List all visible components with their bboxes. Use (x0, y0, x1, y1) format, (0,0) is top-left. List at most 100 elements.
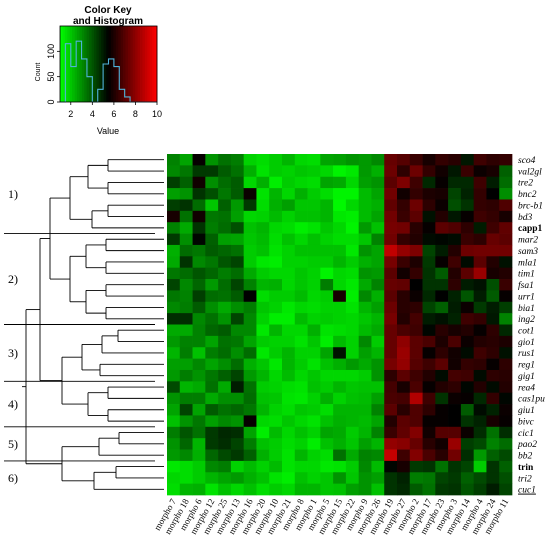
heatmap-cell (358, 244, 372, 257)
row-label: tre2 (518, 179, 533, 189)
heatmap-cell (397, 449, 411, 462)
heatmap-cell (345, 313, 360, 325)
heatmap-cell (345, 233, 360, 246)
heatmap-cell (230, 426, 245, 439)
color-key-swatch (115, 26, 119, 102)
heatmap-cell (358, 358, 372, 371)
heatmap-cell (179, 449, 193, 462)
heatmap-cell (397, 154, 411, 166)
heatmap-cell (167, 392, 181, 405)
heatmap-cell (179, 290, 193, 303)
heatmap-cell (218, 358, 232, 371)
row-label: reg1 (518, 361, 535, 371)
heatmap-cell (397, 381, 411, 394)
heatmap-cell (473, 335, 487, 348)
heatmap-cell (371, 279, 385, 291)
heatmap-cell (282, 449, 296, 462)
color-key-swatch (127, 26, 131, 102)
heatmap-cell (282, 472, 296, 484)
heatmap-cell (397, 392, 411, 405)
heatmap-cell (192, 233, 206, 246)
heatmap-cell (307, 472, 321, 484)
heatmap-cell (205, 347, 219, 359)
heatmap-cell (269, 267, 283, 280)
heatmap-cell (256, 460, 270, 473)
heatmap-cell (205, 358, 219, 371)
heatmap-cell (486, 233, 500, 246)
heatmap-cell (333, 244, 347, 257)
heatmap-cell (384, 256, 398, 269)
heatmap-cell (499, 438, 513, 450)
heatmap-cell (448, 154, 462, 166)
heatmap-cell (460, 301, 475, 314)
cluster-label: 6) (8, 471, 18, 485)
heatmap-cell (294, 415, 308, 428)
color-key-swatch (76, 26, 80, 102)
heatmap-cell (422, 244, 436, 257)
heatmap-cell (269, 392, 283, 405)
heatmap-cell (243, 290, 257, 303)
heatmap-cell (384, 199, 398, 212)
heatmap-cell (230, 233, 245, 246)
heatmap-cell (320, 324, 334, 337)
heatmap-cell (486, 199, 500, 212)
heatmap-cell (473, 267, 487, 280)
heatmap-cell (384, 347, 398, 359)
heatmap-cell (167, 210, 181, 223)
heatmap-cell (409, 188, 423, 200)
heatmap-cell (307, 256, 321, 269)
heatmap-cell (448, 358, 462, 371)
heatmap-cell (486, 165, 500, 178)
heatmap-cell (409, 426, 423, 439)
heatmap-cell (409, 358, 423, 371)
heatmap-cell (486, 335, 500, 348)
heatmap-cell (435, 426, 449, 439)
heatmap-cell (358, 154, 372, 166)
heatmap-cell (486, 279, 500, 291)
heatmap-cell (218, 438, 232, 450)
heatmap-cell (435, 256, 449, 269)
heatmap-cell (333, 210, 347, 223)
heatmap-cell (345, 222, 360, 234)
heatmap-cell (192, 392, 206, 405)
heatmap-cell (218, 335, 232, 348)
heatmap-cell (167, 335, 181, 348)
heatmap-cell (422, 279, 436, 291)
heatmap-cell (269, 335, 283, 348)
heatmap-cell (358, 176, 372, 189)
heatmap-cell (333, 313, 347, 325)
heatmap-cell (409, 347, 423, 359)
heatmap-cell (473, 188, 487, 200)
heatmap-cell (179, 267, 193, 280)
heatmap-cell (243, 392, 257, 405)
heatmap-cell (384, 460, 398, 473)
heatmap-cell (460, 392, 475, 405)
heatmap-cell (282, 438, 296, 450)
heatmap-cell (371, 472, 385, 484)
heatmap-cell (371, 369, 385, 382)
heatmap-cell (371, 188, 385, 200)
heatmap-cell (269, 438, 283, 450)
heatmap-cell (218, 256, 232, 269)
heatmap-cell (409, 222, 423, 234)
row-label: ing2 (518, 315, 535, 325)
heatmap-cell (192, 324, 206, 337)
cluster-label: 3) (8, 346, 18, 360)
heatmap-cell (358, 324, 372, 337)
heatmap-cell (307, 210, 321, 223)
heatmap-cell (230, 369, 245, 382)
heatmap-cell (320, 290, 334, 303)
heatmap-cell (218, 165, 232, 178)
heatmap-cell (397, 165, 411, 178)
heatmap-cell (345, 199, 360, 212)
heatmap-cell (282, 381, 296, 394)
heatmap-cell (422, 267, 436, 280)
color-key-swatch (113, 26, 117, 102)
heatmap-cell (320, 415, 334, 428)
heatmap-cell (269, 244, 283, 257)
heatmap-cell (243, 415, 257, 428)
heatmap-cell (333, 267, 347, 280)
color-key-swatch (93, 26, 97, 102)
heatmap-cell (499, 369, 513, 382)
heatmap-cell (371, 154, 385, 166)
